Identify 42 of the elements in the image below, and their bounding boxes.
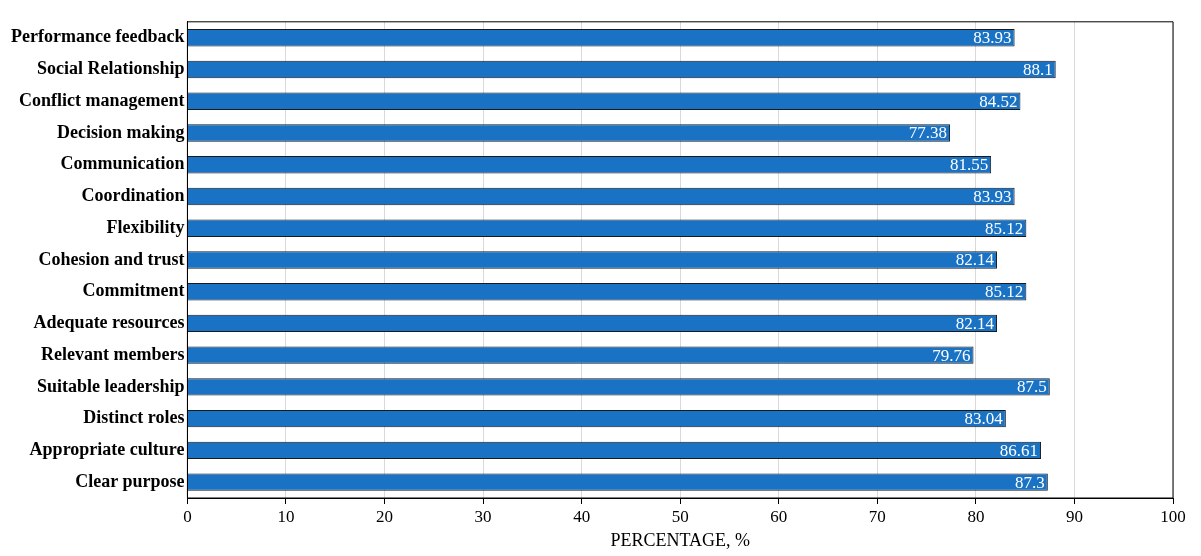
x-tick-label: 50 — [671, 506, 689, 526]
data-label: 86.61 — [999, 440, 1039, 460]
x-tick-label: 100 — [1160, 506, 1186, 526]
data-label: 87.5 — [1017, 377, 1047, 397]
x-axis-title: PERCENTAGE, % — [610, 529, 750, 550]
data-label: 77.38 — [908, 123, 948, 143]
y-tick-label: Suitable leadership — [36, 375, 185, 396]
data-label: 85.12 — [985, 218, 1024, 238]
x-tick-label: 60 — [770, 506, 788, 526]
data-label: 83.04 — [964, 409, 1004, 429]
x-tick-label: 90 — [1065, 506, 1083, 526]
data-label: 82.14 — [955, 313, 995, 333]
data-label: 83.93 — [973, 186, 1012, 206]
y-tick-label: Distinct roles — [83, 407, 185, 428]
y-tick-label: Appropriate culture — [29, 439, 185, 460]
data-label: 84.52 — [979, 91, 1018, 111]
x-tick-label: 80 — [967, 506, 985, 526]
y-tick-label: Social Relationship — [36, 58, 185, 79]
y-tick-label: Commitment — [82, 280, 185, 301]
x-tick-label: 40 — [573, 506, 591, 526]
data-label: 79.76 — [932, 345, 971, 365]
data-label: 88.1 — [1022, 59, 1053, 79]
y-tick-label: Flexibility — [106, 216, 185, 237]
data-label: 82.14 — [955, 250, 995, 270]
y-tick-label: Coordination — [81, 185, 185, 206]
y-tick-label: Relevant members — [40, 343, 185, 364]
data-label: 81.55 — [949, 155, 989, 175]
data-label: 83.93 — [973, 28, 1012, 48]
data-label: 85.12 — [985, 282, 1024, 302]
y-tick-label: Cohesion and trust — [38, 248, 185, 269]
x-tick-label: 30 — [474, 506, 492, 526]
y-tick-label: Decision making — [56, 121, 185, 142]
x-tick-label: 0 — [183, 506, 192, 526]
y-tick-label: Performance feedback — [11, 26, 185, 47]
data-label: 87.3 — [1015, 472, 1045, 492]
y-tick-label: Adequate resources — [33, 312, 185, 333]
x-tick-label: 70 — [868, 506, 886, 526]
y-tick-label: Clear purpose — [75, 470, 185, 491]
y-tick-label: Conflict management — [18, 89, 185, 110]
x-tick-label: 10 — [277, 506, 295, 526]
y-tick-label: Communication — [60, 153, 185, 174]
x-tick-label: 20 — [376, 506, 394, 526]
